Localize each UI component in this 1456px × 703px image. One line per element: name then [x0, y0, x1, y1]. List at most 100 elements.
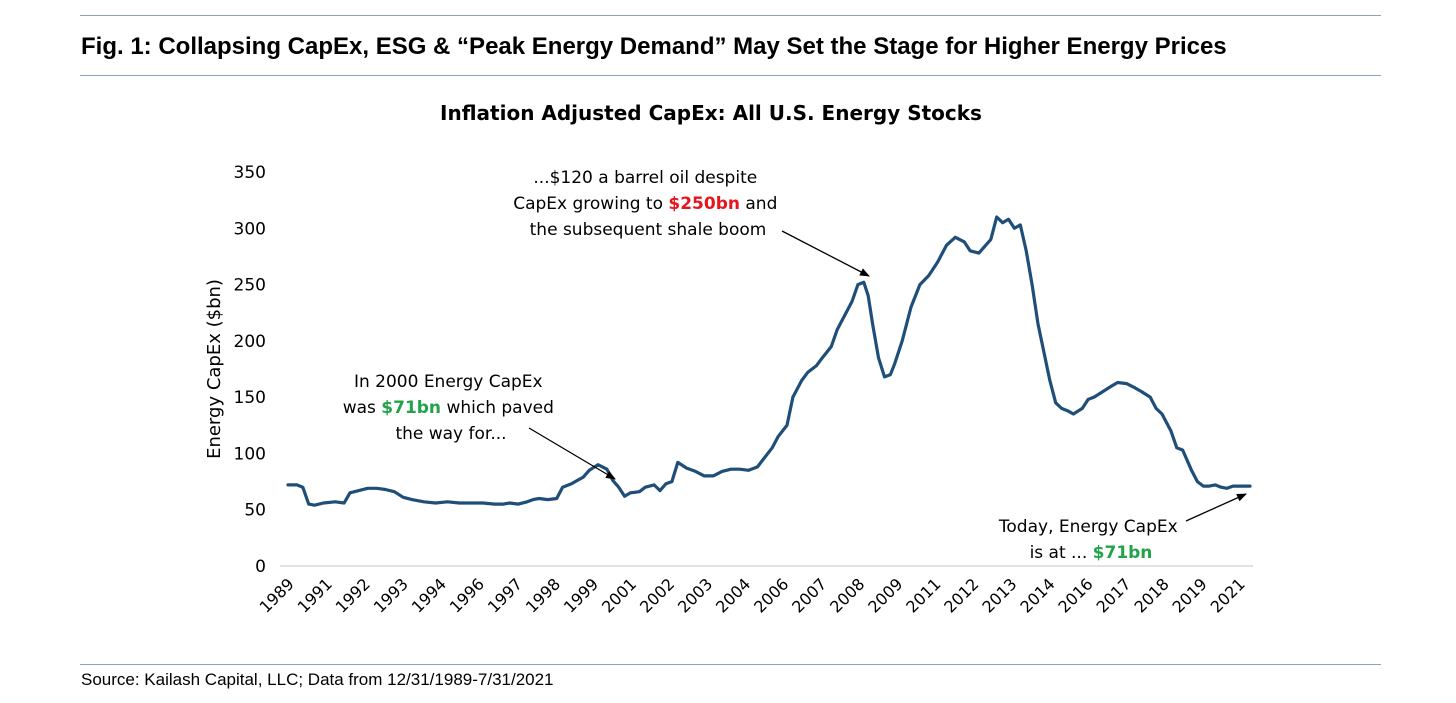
data-point	[927, 274, 930, 277]
x-tick-label: 1997	[484, 574, 526, 616]
data-point	[638, 490, 641, 493]
annotation-today-text: Today, Energy CapEx is at ... $71bn	[998, 517, 1183, 563]
data-point	[1169, 429, 1173, 433]
data-point	[850, 300, 854, 303]
x-tick-label: 2016	[1054, 574, 1096, 616]
annotation-text-segment: was	[343, 398, 382, 418]
data-point	[1190, 469, 1193, 472]
x-tick-label: 2007	[788, 574, 830, 616]
data-point	[348, 491, 352, 494]
annotation-text-segment: is at ...	[1030, 543, 1093, 563]
data-point	[582, 475, 585, 479]
data-point	[901, 339, 904, 343]
data-point	[434, 501, 437, 505]
data-point	[1001, 221, 1004, 224]
data-point	[295, 483, 299, 487]
data-point	[954, 236, 957, 239]
data-point	[664, 482, 668, 485]
data-point	[576, 479, 579, 482]
x-tick-label: 1991	[294, 574, 336, 616]
annotation-today-arrow	[1185, 493, 1247, 522]
data-point	[995, 215, 998, 219]
data-point	[821, 356, 824, 359]
data-point	[1072, 412, 1075, 416]
data-point	[1007, 218, 1010, 221]
capex-series-line	[286, 215, 1252, 507]
annotation-text-segment: ...$120 a barrel oil despite	[533, 168, 757, 188]
annotation-peak-text: ...$120 a barrel oil despite CapEx growi…	[513, 168, 783, 240]
data-point	[791, 395, 795, 399]
x-tick-label: 1992	[332, 574, 374, 616]
x-tick-label: 1999	[560, 574, 602, 616]
y-tick-label: 250	[234, 276, 266, 296]
data-point	[1219, 486, 1223, 489]
source-rule	[80, 664, 1381, 665]
y-tick-label: 150	[234, 388, 266, 408]
x-tick-label: 1994	[408, 574, 450, 616]
data-point	[815, 364, 818, 367]
data-point	[1025, 249, 1028, 252]
figure-title: Fig. 1: Collapsing CapEx, ESG & “Peak En…	[81, 33, 1227, 60]
data-point	[605, 468, 609, 471]
data-point	[844, 311, 848, 314]
x-tick-label: 2013	[978, 574, 1020, 616]
y-tick-labels: 0 50 100 150 200 250 300 350	[234, 163, 266, 577]
data-point	[481, 501, 485, 505]
data-point	[720, 470, 724, 473]
data-point	[1101, 390, 1105, 393]
y-tick-label: 100	[234, 444, 266, 464]
data-point	[909, 305, 913, 309]
data-point	[1237, 484, 1241, 488]
data-point	[1081, 407, 1084, 410]
data-point	[983, 245, 986, 248]
data-point	[393, 490, 396, 493]
x-tick-label: 1989	[256, 574, 298, 616]
data-point	[286, 483, 290, 487]
data-point	[1231, 484, 1235, 488]
data-point	[1243, 484, 1246, 488]
data-point	[1048, 379, 1052, 382]
data-point	[1196, 480, 1199, 483]
data-point	[446, 500, 449, 503]
data-point	[658, 489, 662, 492]
x-tick-label: 2019	[1169, 574, 1211, 616]
annotation-text-segment: In 2000 Energy CapEx	[354, 372, 543, 392]
data-point	[871, 322, 874, 326]
data-point	[867, 294, 870, 297]
x-tick-label: 2008	[826, 574, 868, 616]
x-tick-labels: 1989199119921993199419961997199819992001…	[256, 574, 1249, 616]
data-point	[777, 435, 780, 438]
x-tick-label: 2009	[864, 574, 906, 616]
annotation-text-segment: CapEx growing to	[513, 194, 668, 214]
data-point	[1208, 484, 1211, 488]
x-tick-label: 2006	[750, 574, 792, 616]
x-tick-label: 2003	[674, 574, 716, 616]
data-point	[611, 479, 614, 482]
annotation-text-segment: $71bn	[381, 398, 441, 418]
data-point	[676, 461, 679, 464]
data-point	[945, 244, 948, 247]
x-tick-label: 2012	[940, 574, 982, 616]
annotation-2000-arrow	[528, 427, 616, 480]
data-point	[531, 498, 535, 501]
top-rule	[80, 15, 1381, 16]
data-point	[1225, 487, 1229, 490]
data-point	[762, 457, 765, 461]
source-note: Source: Kailash Capital, LLC; Data from …	[81, 670, 554, 689]
data-point	[893, 362, 896, 365]
data-point	[555, 497, 558, 500]
data-point	[526, 500, 529, 503]
y-tick-label: 350	[234, 163, 266, 183]
annotation-text-segment: Today, Energy CapEx	[998, 517, 1178, 537]
data-point	[918, 283, 922, 286]
data-point	[561, 486, 564, 489]
y-tick-label: 50	[244, 501, 266, 521]
data-point	[703, 474, 706, 478]
data-point	[617, 486, 620, 489]
annotation-text-segment: the way for...	[395, 424, 506, 444]
data-point	[738, 468, 741, 471]
annotation-peak: ...$120 a barrel oil despite CapEx growi…	[513, 168, 870, 277]
data-point	[652, 483, 656, 487]
title-rule	[80, 75, 1381, 76]
